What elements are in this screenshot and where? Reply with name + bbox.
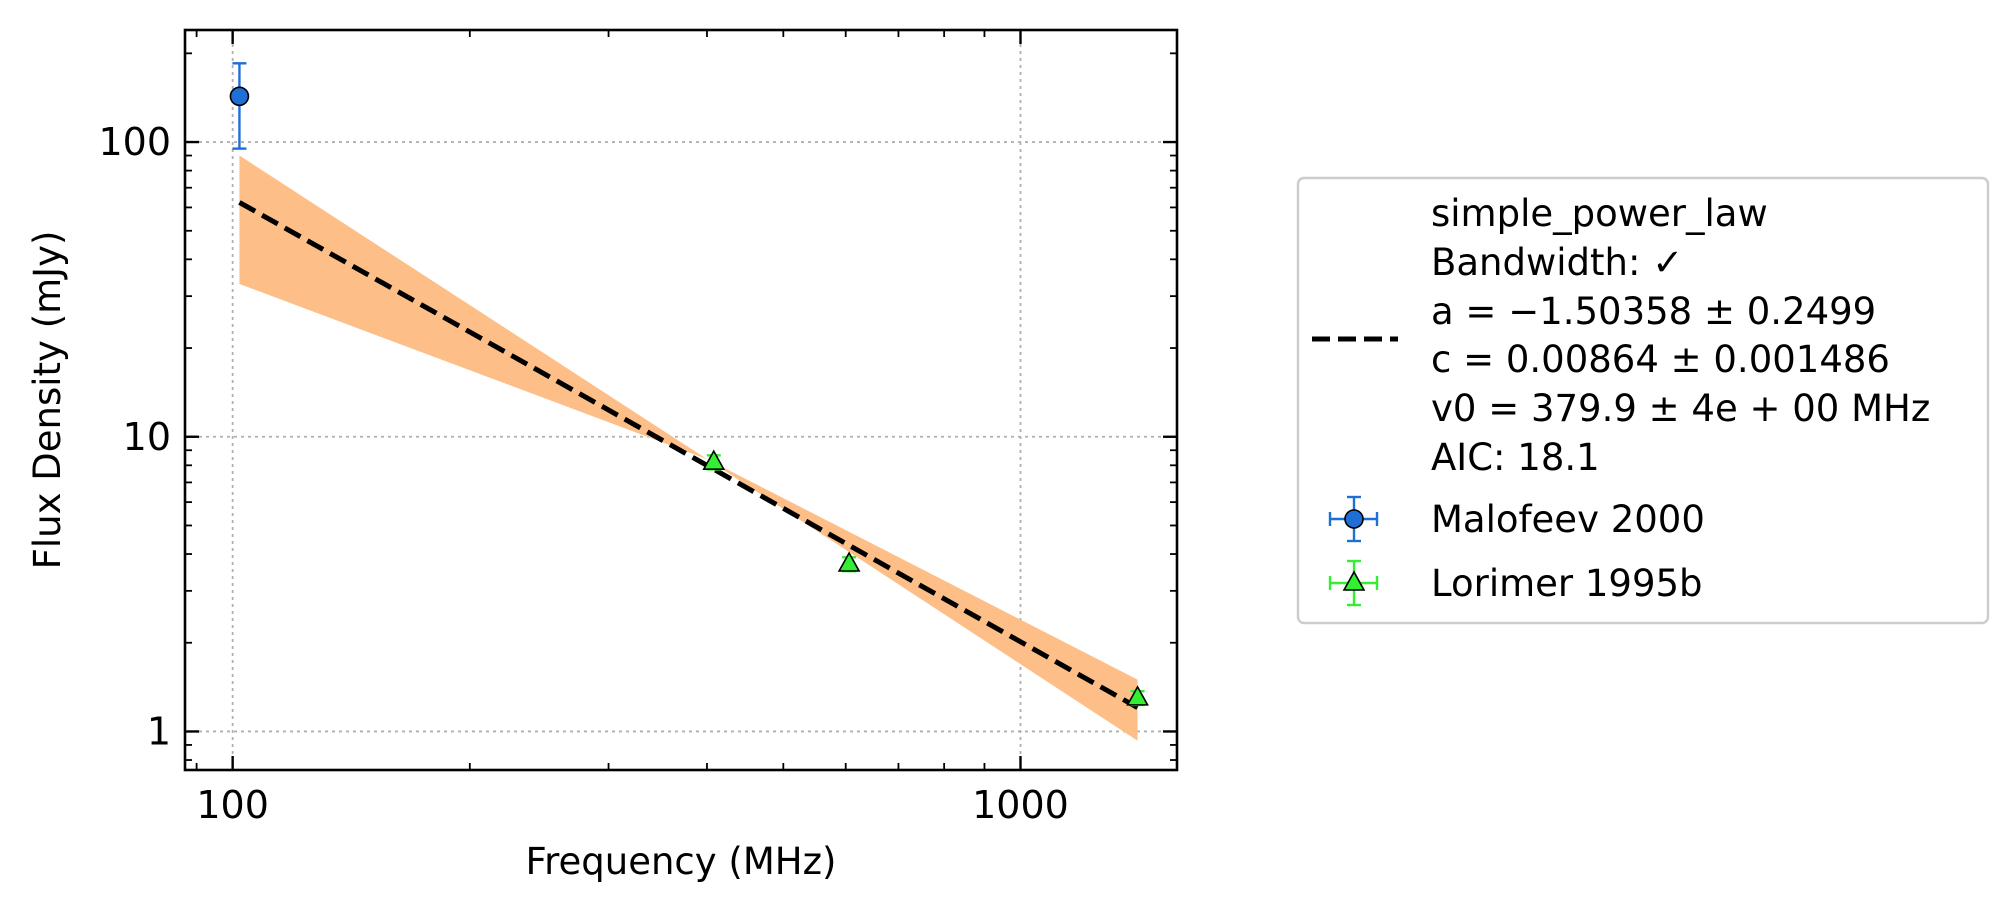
legend-label-malofeev-2000: Malofeev 2000 [1431,498,1705,541]
marker-circle [229,86,250,107]
legend-fit-line-4: c = 0.00864 ± 0.001486 [1431,338,1890,381]
marker-triangle [837,551,861,572]
plot-frame [183,28,1179,772]
marker-triangle [702,449,726,470]
y-axis-label: Flux Density (mJy) [26,231,69,570]
data-point-lorimer-1995b [702,449,726,471]
axis-tick-labels: 100 1000 1 10 100 [98,120,1068,827]
legend-label-lorimer-1995b: Lorimer 1995b [1431,562,1703,605]
y-tick-label: 10 [123,415,171,459]
y-tick-label: 100 [98,120,171,164]
fit-line-layer [238,200,1139,710]
legend-box [1296,176,1990,625]
legend-fit-line-1: simple_power_law [1431,192,1768,235]
data-point-malofeev-2000 [229,62,250,150]
legend-fit-line-3: a = −1.50358 ± 0.2499 [1431,290,1876,333]
fit-uncertainty-band-layer [239,155,1138,741]
y-tick-label: 1 [147,709,171,753]
fit-line [238,200,1139,710]
legend-marker-malofeev-2000 [1328,495,1379,543]
legend: simple_power_law Bandwidth: ✓ a = −1.503… [1296,176,1990,625]
fit-uncertainty-band [239,155,1138,741]
axis-ticks [185,30,1177,770]
legend-fit-line-6: AIC: 18.1 [1431,436,1600,479]
data-point-lorimer-1995b [837,551,861,573]
data-points-layer [229,62,1149,707]
legend-fit-line-2: Bandwidth: ✓ [1431,241,1683,284]
x-tick-label: 100 [196,783,269,827]
marker-triangle [1126,685,1149,706]
x-tick-label: 1000 [972,783,1069,827]
x-axis-label: Frequency (MHz) [526,840,837,883]
legend-marker-lorimer-1995b [1328,559,1379,607]
data-point-lorimer-1995b [1126,685,1149,707]
legend-fit-line-5: v0 = 379.9 ± 4e + 00 MHz [1431,387,1930,430]
